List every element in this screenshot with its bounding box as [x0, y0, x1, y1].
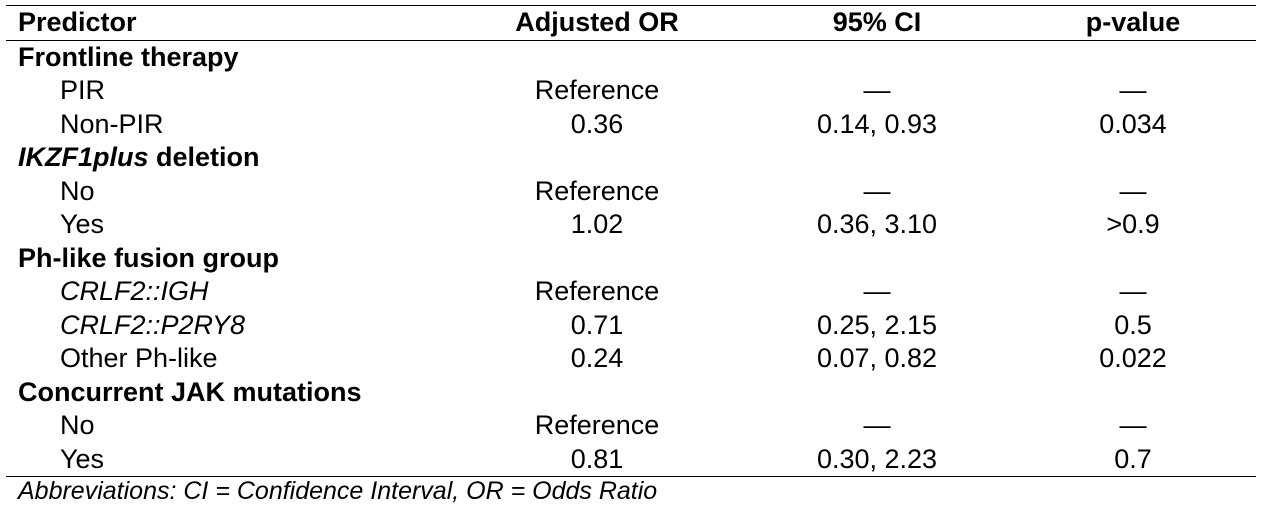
adjusted-or-cell: 0.24	[570, 343, 624, 373]
level-label: No	[60, 410, 95, 440]
p-value-cell: >0.9	[1106, 209, 1160, 239]
group-label: Concurrent JAK mutations	[18, 376, 362, 407]
p-value-cell: 0.034	[1099, 108, 1167, 139]
p-value-cell: —	[1119, 276, 1147, 306]
p-value-cell: 0.022	[1099, 343, 1167, 373]
group-label: IKZF1plus deletion	[6, 141, 450, 175]
p-value-cell: —	[1119, 75, 1147, 105]
level-label: Yes	[60, 209, 105, 239]
adjusted-or-cell: 0.36	[570, 108, 624, 139]
table-row: Non-PIR 0.36 0.14, 0.93 0.034	[6, 108, 1256, 142]
ci-cell: 0.25, 2.15	[816, 309, 938, 340]
p-value-cell: —	[1119, 175, 1147, 206]
level-label: Non-PIR	[60, 108, 164, 139]
adjusted-or-cell: 0.71	[570, 309, 624, 340]
level-label: PIR	[60, 75, 106, 105]
table-row: Yes 0.81 0.30, 2.23 0.7	[6, 443, 1256, 477]
ci-cell: 0.14, 0.93	[816, 108, 938, 139]
ci-cell: —	[863, 276, 891, 306]
adjusted-or-cell: Reference	[534, 175, 660, 206]
level-label: CRLF2::P2RY8	[60, 309, 246, 340]
table-row: CRLF2::IGH Reference — —	[6, 275, 1256, 309]
adjusted-or-cell: Reference	[534, 276, 660, 306]
group-label: Ph-like fusion group	[18, 242, 279, 273]
level-label: Other Ph-like	[60, 343, 218, 373]
table-body: Frontline therapy PIR Reference — — Non-…	[6, 40, 1256, 477]
ci-cell: 0.07, 0.82	[816, 343, 938, 373]
header-ci: 95% CI	[832, 7, 922, 37]
ci-cell: —	[863, 410, 891, 440]
adjusted-or-cell: Reference	[534, 75, 660, 105]
p-value-cell: 0.7	[1114, 443, 1152, 474]
p-value-cell: 0.5	[1114, 309, 1152, 340]
group-label-italic: IKZF1plus	[18, 142, 149, 172]
group-row-concurrent-jak-mutations: Concurrent JAK mutations	[6, 376, 1256, 410]
level-label: Yes	[60, 443, 105, 474]
group-row-ph-like-fusion-group: Ph-like fusion group	[6, 242, 1256, 276]
header-predictor: Predictor	[18, 7, 137, 37]
group-label: Frontline therapy	[18, 41, 239, 72]
group-label-rest: deletion	[148, 142, 260, 172]
adjusted-or-cell: 1.02	[570, 209, 624, 239]
header-p-value: p-value	[1085, 7, 1181, 37]
table-header: Predictor Adjusted OR 95% CI p-value	[6, 5, 1256, 40]
header-row: Predictor Adjusted OR 95% CI p-value	[6, 5, 1256, 40]
level-label: No	[60, 175, 95, 206]
table-row: Other Ph-like 0.24 0.07, 0.82 0.022	[6, 342, 1256, 376]
ci-cell: —	[863, 75, 891, 105]
p-value-cell: —	[1119, 410, 1147, 440]
table-row: No Reference — —	[6, 409, 1256, 443]
level-label: CRLF2::IGH	[60, 276, 209, 306]
group-row-frontline-therapy: Frontline therapy	[6, 40, 1256, 74]
header-adjusted-or: Adjusted OR	[515, 7, 679, 37]
abbreviations-footnote: Abbreviations: CI = Confidence Interval,…	[18, 477, 658, 505]
group-row-ikzf1plus-deletion: IKZF1plus deletion	[6, 141, 1256, 175]
adjusted-or-cell: 0.81	[570, 443, 624, 474]
adjusted-or-cell: Reference	[534, 410, 660, 440]
table-row: PIR Reference — —	[6, 74, 1256, 108]
table-row: Yes 1.02 0.36, 3.10 >0.9	[6, 208, 1256, 242]
ci-cell: 0.30, 2.23	[816, 443, 938, 474]
ci-cell: —	[863, 175, 891, 206]
ci-cell: 0.36, 3.10	[816, 209, 938, 239]
table-row: CRLF2::P2RY8 0.71 0.25, 2.15 0.5	[6, 309, 1256, 343]
table-row: No Reference — —	[6, 175, 1256, 209]
results-table: Predictor Adjusted OR 95% CI p-value Fro…	[6, 5, 1256, 477]
